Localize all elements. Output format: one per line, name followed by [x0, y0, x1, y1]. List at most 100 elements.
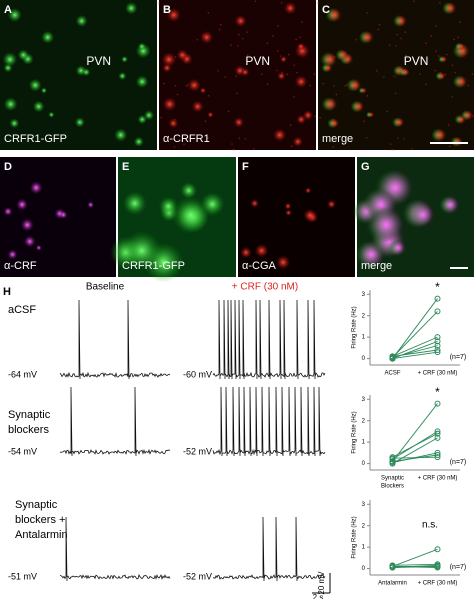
puncta [281, 72, 283, 74]
image-panel [238, 157, 355, 277]
cell [166, 7, 181, 23]
cell [124, 1, 138, 15]
puncta [176, 93, 179, 96]
voltage-trace [212, 386, 326, 457]
puncta [332, 146, 335, 148]
puncta [207, 136, 209, 139]
puncta [253, 148, 255, 150]
cell [304, 187, 312, 194]
cell [40, 87, 48, 94]
cell [29, 181, 43, 195]
puncta [174, 85, 177, 87]
puncta [472, 115, 474, 117]
condition-label: blockers + [15, 514, 65, 526]
point [434, 400, 441, 407]
cell [114, 128, 128, 142]
voltage-trace [212, 299, 326, 380]
point [434, 342, 441, 349]
puncta [173, 146, 176, 148]
cell [241, 67, 250, 77]
cell [337, 49, 350, 61]
puncta [451, 64, 454, 67]
point [389, 355, 396, 362]
puncta [237, 45, 239, 47]
cell [3, 97, 18, 112]
puncta [405, 54, 407, 57]
x-tick-label: Synaptic [381, 476, 404, 482]
cell [35, 244, 42, 251]
puncta [366, 95, 369, 97]
vm-label: -51 mV [8, 571, 37, 581]
puncta [207, 11, 210, 14]
y-tick-label: 0 [362, 461, 366, 467]
cell [23, 235, 36, 248]
puncta [204, 120, 207, 123]
y-tick-label: 2 [362, 418, 366, 424]
pair-line [392, 433, 438, 458]
y-axis-label: Firing Rate (Hz) [352, 306, 358, 348]
point [434, 563, 441, 570]
puncta [280, 2, 283, 4]
cell [296, 114, 306, 125]
point [389, 458, 396, 465]
puncta [290, 145, 293, 148]
cell [457, 42, 465, 51]
puncta [279, 55, 282, 57]
condition-label: aCSF [8, 304, 36, 316]
puncta [457, 36, 459, 39]
cell [327, 7, 342, 23]
cell [322, 52, 338, 67]
cell [172, 196, 210, 234]
puncta [232, 148, 235, 151]
pair-line [392, 454, 438, 462]
cell [59, 210, 68, 219]
puncta [435, 25, 437, 27]
condition-label: blockers [8, 424, 49, 436]
point [434, 349, 441, 356]
puncta [184, 54, 187, 56]
cell [176, 49, 189, 61]
cell [233, 117, 244, 128]
pair-line [392, 563, 438, 566]
pair-line [392, 349, 438, 357]
puncta [425, 83, 427, 86]
cell [411, 203, 435, 227]
puncta [395, 45, 398, 47]
puncta [163, 82, 165, 85]
cell [360, 30, 374, 44]
puncta [448, 145, 451, 148]
puncta [454, 71, 456, 74]
cell [234, 14, 247, 28]
puncta [317, 2, 319, 4]
cell [87, 201, 95, 209]
vm-label: -60 mV [183, 369, 212, 379]
y-tick-label: 2 [362, 523, 366, 529]
y-axis-label: Firing Rate (Hz) [352, 411, 358, 453]
n-label: (n=7) [450, 459, 467, 466]
vm-label: -54 mV [8, 446, 37, 456]
panel-letter: H [3, 286, 11, 298]
puncta [272, 35, 274, 37]
cell [401, 67, 410, 77]
cell [122, 231, 162, 271]
significance: * [435, 280, 440, 294]
cell [303, 208, 317, 223]
panel-letter: G [361, 161, 370, 173]
puncta [277, 50, 279, 52]
pair-line [392, 311, 438, 358]
pair-line [392, 548, 438, 567]
cell [452, 136, 463, 147]
puncta [391, 148, 393, 151]
point [434, 334, 441, 341]
cell [28, 78, 42, 92]
cell [441, 195, 460, 214]
pair-line [392, 437, 438, 464]
puncta [446, 53, 448, 56]
x-tick-label: + CRF (30 nM) [418, 371, 458, 377]
puncta [224, 76, 227, 78]
cell [444, 1, 457, 15]
vm-label: -52 mV [183, 571, 212, 581]
y-tick-label: 3 [362, 292, 366, 298]
cell [389, 239, 407, 256]
puncta [322, 82, 324, 85]
